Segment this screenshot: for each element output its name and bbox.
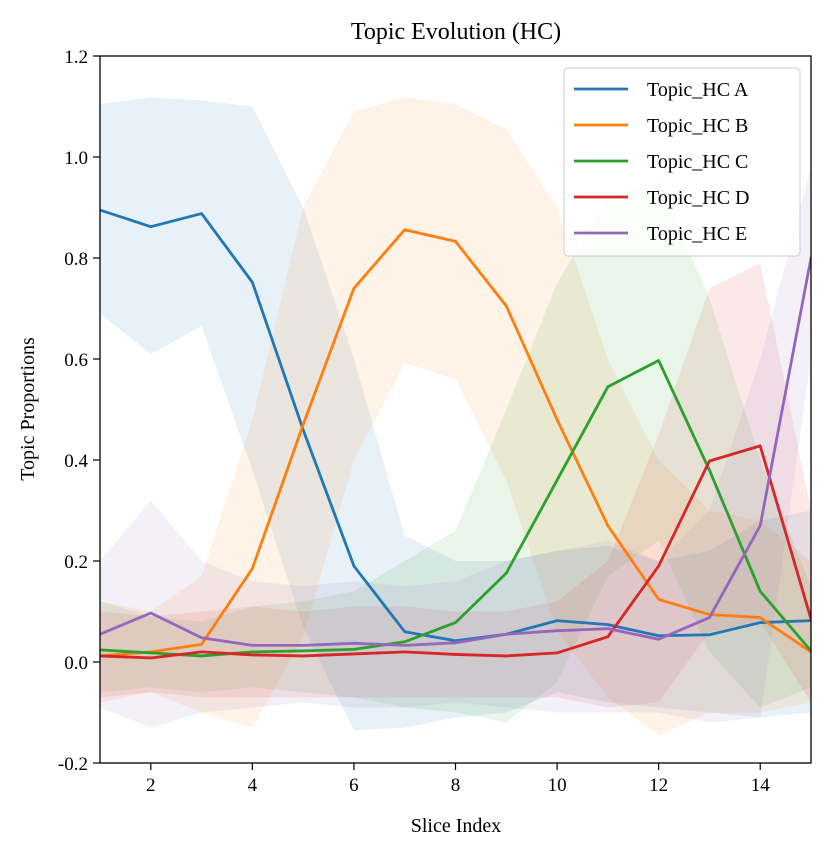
band-topic-hc-a bbox=[100, 97, 811, 731]
band-topic-hc-e bbox=[100, 167, 811, 728]
x-tick-label: 14 bbox=[751, 775, 771, 796]
y-tick-label: 1.2 bbox=[64, 47, 88, 68]
line-topic-hc-d bbox=[100, 444, 811, 660]
band-topic-hc-b bbox=[100, 97, 811, 736]
line-topic-hc-c bbox=[100, 359, 811, 658]
y-axis-title: Topic Proportions bbox=[17, 337, 39, 481]
legend-box bbox=[563, 67, 801, 257]
x-tick-label: 12 bbox=[649, 775, 668, 796]
y-tick-label: 1.0 bbox=[64, 148, 88, 169]
line-topic-hc-a bbox=[100, 208, 811, 643]
line-topic-hc-b bbox=[100, 228, 811, 658]
legend-label-topic-hc-d: Topic_HC D bbox=[647, 187, 749, 209]
band-topic-hc-c bbox=[100, 182, 811, 723]
y-tick-label: 0.2 bbox=[64, 552, 88, 573]
x-tick-label: 8 bbox=[451, 775, 461, 796]
y-tick-label: 0.6 bbox=[64, 350, 88, 371]
x-tick-label: 2 bbox=[146, 775, 156, 796]
legend: Topic_HC A Topic_HC B Topic_HC C Topic_HC D… bbox=[563, 67, 801, 257]
x-axis: 2 4 6 8 10 12 14 bbox=[146, 763, 770, 796]
legend-label-topic-hc-a: Topic_HC A bbox=[647, 79, 749, 101]
y-tick-label: 0.0 bbox=[64, 653, 88, 674]
line-topic-hc-e bbox=[100, 256, 811, 647]
x-tick-label: 10 bbox=[548, 775, 567, 796]
y-tick-label: 0.4 bbox=[64, 451, 88, 472]
y-tick-label: 0.8 bbox=[64, 249, 88, 270]
confidence-bands bbox=[100, 97, 811, 736]
y-tick-label: -0.2 bbox=[58, 754, 88, 775]
x-axis-title: Slice Index bbox=[411, 815, 502, 837]
series-lines bbox=[100, 208, 811, 660]
band-topic-hc-d bbox=[100, 263, 811, 708]
legend-label-topic-hc-b: Topic_HC B bbox=[647, 115, 748, 137]
legend-entries: Topic_HC A Topic_HC B Topic_HC C Topic_HC D… bbox=[574, 79, 749, 245]
y-axis: -0.2 0.0 0.2 0.4 0.6 0.8 1.0 1.2 bbox=[58, 47, 100, 775]
chart-title: Topic Evolution (HC) bbox=[351, 19, 561, 45]
legend-label-topic-hc-c: Topic_HC C bbox=[647, 151, 748, 173]
x-tick-label: 6 bbox=[349, 775, 359, 796]
x-tick-label: 4 bbox=[248, 775, 258, 796]
legend-label-topic-hc-e: Topic_HC E bbox=[647, 223, 747, 245]
